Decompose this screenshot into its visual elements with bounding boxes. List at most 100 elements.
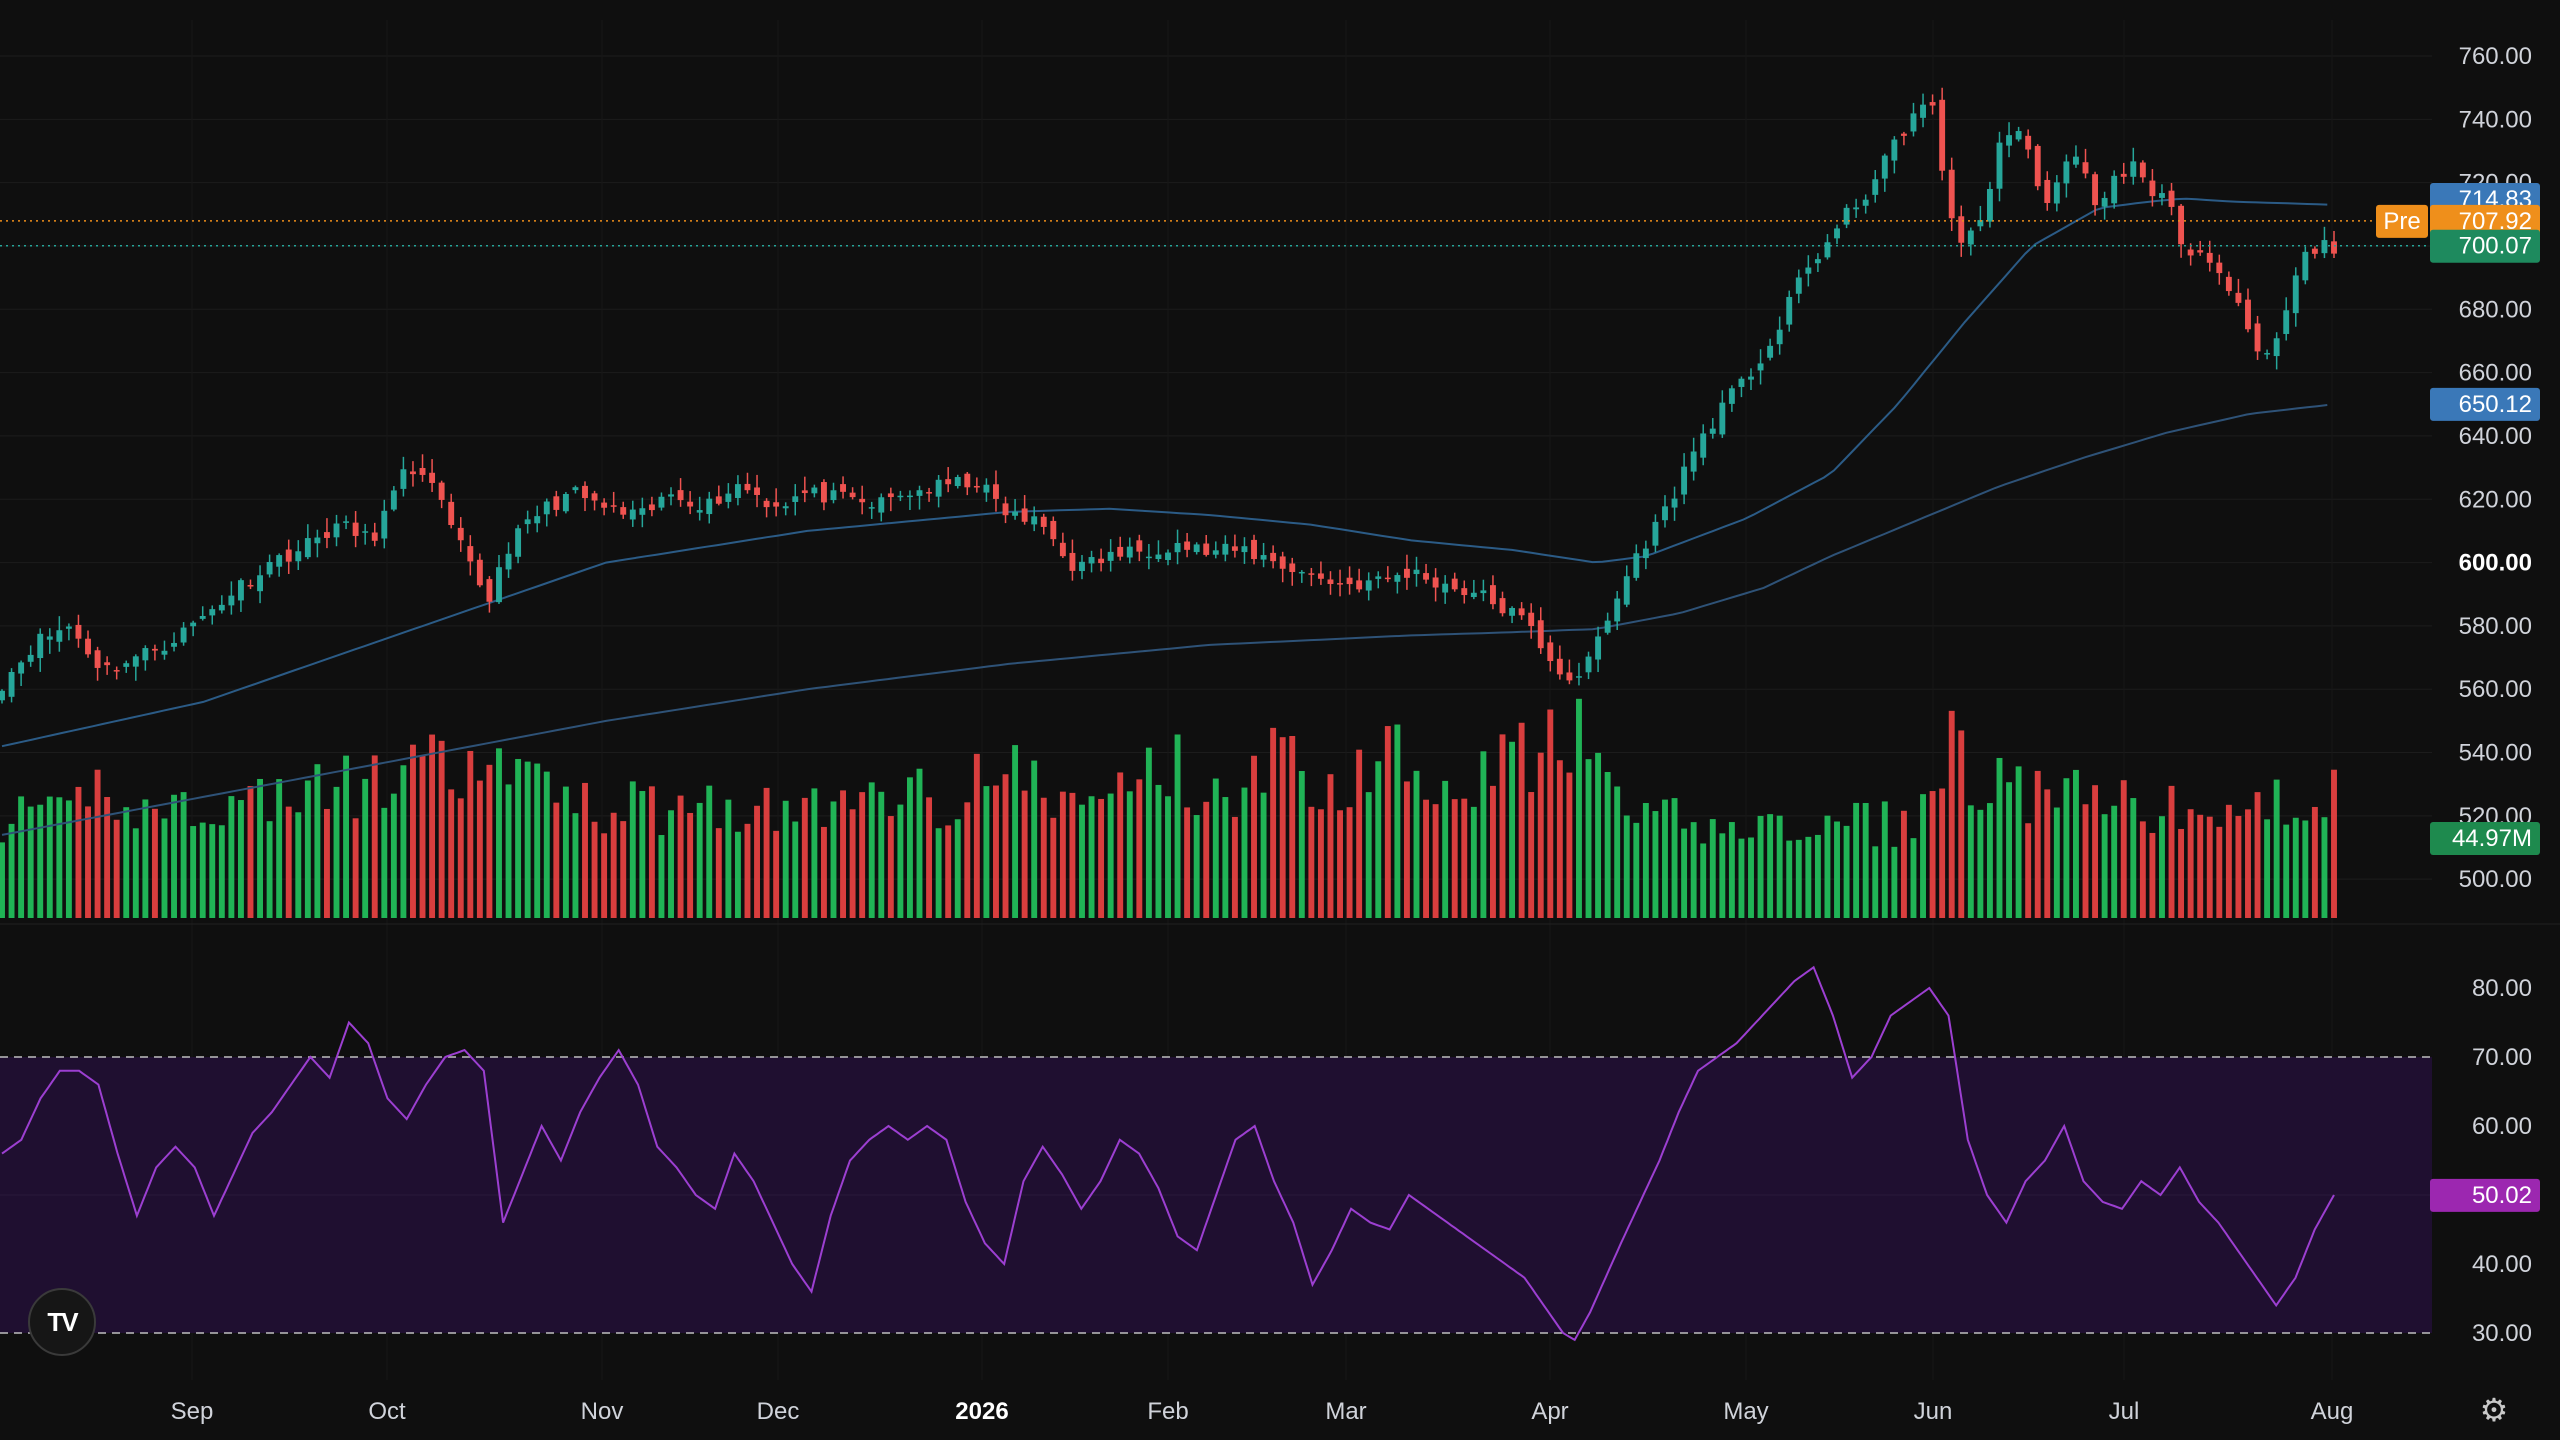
volume-bar [2273, 779, 2280, 918]
candle [620, 501, 627, 519]
volume-bar [954, 819, 961, 918]
candle [75, 614, 82, 648]
volume-bar [1461, 798, 1468, 918]
candle [2092, 171, 2099, 216]
candle [1413, 556, 1420, 587]
candle-body [2120, 173, 2127, 177]
volume-bar [1499, 734, 1506, 918]
candle-body [801, 490, 808, 494]
volume-bar [706, 785, 713, 918]
candle-body [1939, 99, 1946, 171]
candle [1767, 338, 1774, 361]
candle-body [582, 485, 588, 499]
candle-body [151, 648, 158, 651]
volume-bar [1251, 755, 1257, 918]
candle-body [773, 502, 780, 507]
candle-body [2101, 197, 2108, 207]
candle [1184, 532, 1191, 558]
volume-bar [75, 786, 82, 918]
candle-body [18, 662, 25, 674]
candle-body [94, 650, 101, 668]
candle-body [2321, 240, 2328, 254]
candle-body [304, 538, 311, 558]
candle [2331, 230, 2337, 259]
candle-body [1126, 546, 1133, 558]
volume-bar [1222, 797, 1229, 918]
volume-bar [1442, 780, 1449, 918]
volume-bar [247, 786, 254, 918]
volume-bar [104, 797, 111, 918]
volume-bar [2264, 819, 2271, 918]
candle-body [257, 575, 263, 592]
candle [572, 485, 579, 494]
tradingview-logo-icon[interactable]: TV [28, 1288, 96, 1356]
candle [314, 529, 321, 558]
volume-bar [1518, 722, 1525, 918]
volume-bar [907, 777, 913, 918]
candle [534, 505, 541, 533]
volume-bar [1824, 815, 1831, 918]
candle-body [1193, 544, 1200, 553]
candle-body [1986, 188, 1993, 222]
candle-body [1576, 676, 1582, 678]
candle-body [553, 496, 560, 510]
volume-bar [1337, 810, 1343, 918]
candle-body [725, 493, 732, 502]
volume-bar [2302, 820, 2309, 918]
volume-bar [1031, 760, 1038, 918]
volume-bar [820, 826, 827, 918]
volume-bar [1862, 802, 1869, 918]
candle-body [1814, 259, 1821, 264]
candle-body [1384, 577, 1391, 580]
candle-body [199, 615, 206, 619]
volume-bar [2149, 832, 2156, 918]
candle [1967, 227, 1974, 256]
candle [1098, 548, 1105, 572]
candle-body [438, 482, 445, 500]
candle-body [1709, 428, 1716, 434]
candle-body [515, 528, 522, 557]
candle-body [1948, 169, 1955, 219]
candle [1738, 376, 1745, 398]
rsi-tick-label: 40.00 [2472, 1251, 2532, 1278]
volume-bar [1394, 724, 1401, 918]
candle-body [1260, 555, 1267, 560]
volume-bar [1537, 752, 1544, 918]
volume-bar [295, 812, 302, 918]
volume-bar [1920, 794, 1926, 918]
ma-long-line [1, 404, 2328, 836]
candle-body [1165, 552, 1171, 561]
gear-icon[interactable]: ⚙ [2479, 1392, 2509, 1428]
candle-body [2044, 179, 2051, 203]
candle [2245, 288, 2251, 333]
candle [123, 660, 130, 673]
volume-bar [132, 828, 139, 918]
candle [2159, 184, 2165, 206]
candle-body [161, 650, 168, 655]
candle-body [381, 510, 388, 539]
candle [1499, 591, 1506, 617]
volume-bar [2025, 823, 2032, 918]
candle-body [926, 492, 933, 494]
candle-body [1088, 557, 1095, 564]
candle-body [754, 487, 760, 495]
candle [1317, 561, 1324, 585]
candle [1394, 572, 1401, 594]
candle [840, 476, 846, 499]
candle [1595, 626, 1602, 673]
candle [142, 645, 149, 671]
volume-bar [94, 769, 101, 918]
candle-body [1614, 598, 1621, 622]
candle-body [1671, 498, 1678, 508]
candle-body [237, 580, 244, 601]
volume-bar [1145, 747, 1152, 918]
candle [2264, 349, 2271, 360]
volume-bar [926, 797, 933, 918]
candle [1231, 534, 1238, 558]
candle [1757, 349, 1764, 385]
volume-bar [1298, 771, 1305, 918]
volume-bar [1834, 821, 1840, 918]
volume-bar [916, 768, 923, 918]
candle-body [2273, 338, 2280, 357]
